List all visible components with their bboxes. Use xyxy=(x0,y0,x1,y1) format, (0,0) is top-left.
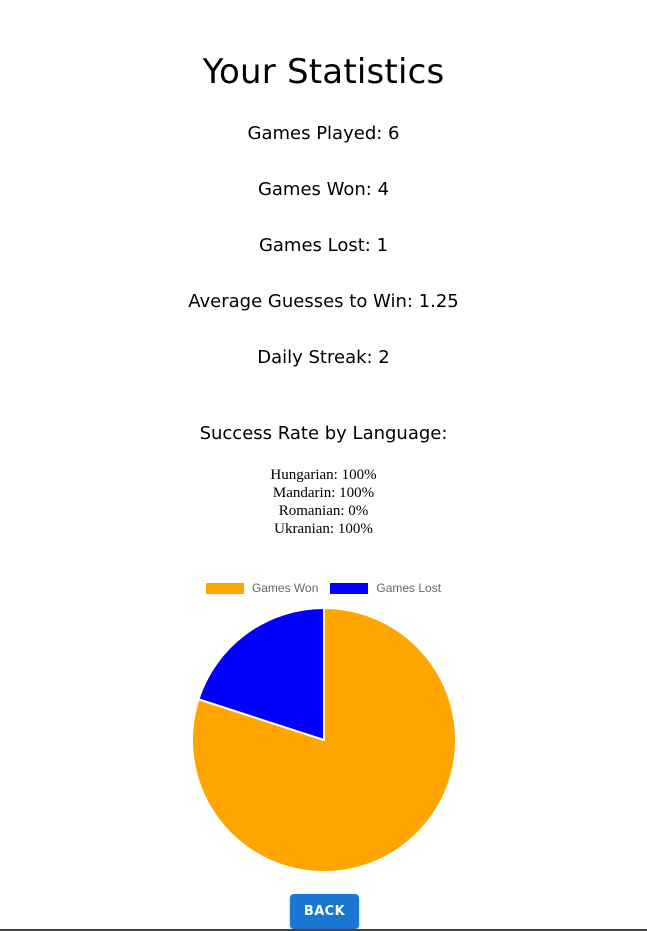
daily-streak-stat: Daily Streak: 2 xyxy=(257,347,390,368)
language-success-list: Hungarian: 100% Mandarin: 100% Romanian:… xyxy=(0,466,647,538)
language-rate-mandarin: Mandarin: 100% xyxy=(272,485,375,501)
games-played-stat: Games Played: 6 xyxy=(247,123,400,144)
legend-item-games-lost[interactable]: Games Lost xyxy=(330,581,441,595)
bottom-divider xyxy=(0,929,647,931)
language-rate-hungarian: Hungarian: 100% xyxy=(270,467,377,483)
language-rate-ukranian: Ukranian: 100% xyxy=(274,521,373,537)
legend-item-games-won[interactable]: Games Won xyxy=(205,581,319,595)
legend-label-games-lost: Games Lost xyxy=(376,581,442,595)
success-rate-heading: Success Rate by Language: xyxy=(199,423,448,444)
chart-legend: Games Won Games Lost xyxy=(0,581,647,595)
back-button[interactable]: BACK xyxy=(290,894,359,929)
pie-slice-games-lost[interactable] xyxy=(197,606,325,742)
average-guesses-stat: Average Guesses to Win: 1.25 xyxy=(188,291,459,312)
language-rate-romanian: Romanian: 0% xyxy=(278,503,369,519)
legend-label-games-won: Games Won xyxy=(251,581,319,595)
legend-swatch-games-lost xyxy=(330,582,369,594)
games-lost-stat: Games Lost: 1 xyxy=(258,235,389,256)
games-pie-chart xyxy=(191,606,457,873)
legend-swatch-games-won xyxy=(205,582,244,594)
games-won-stat: Games Won: 4 xyxy=(257,179,390,200)
page-title: Your Statistics xyxy=(202,52,445,92)
